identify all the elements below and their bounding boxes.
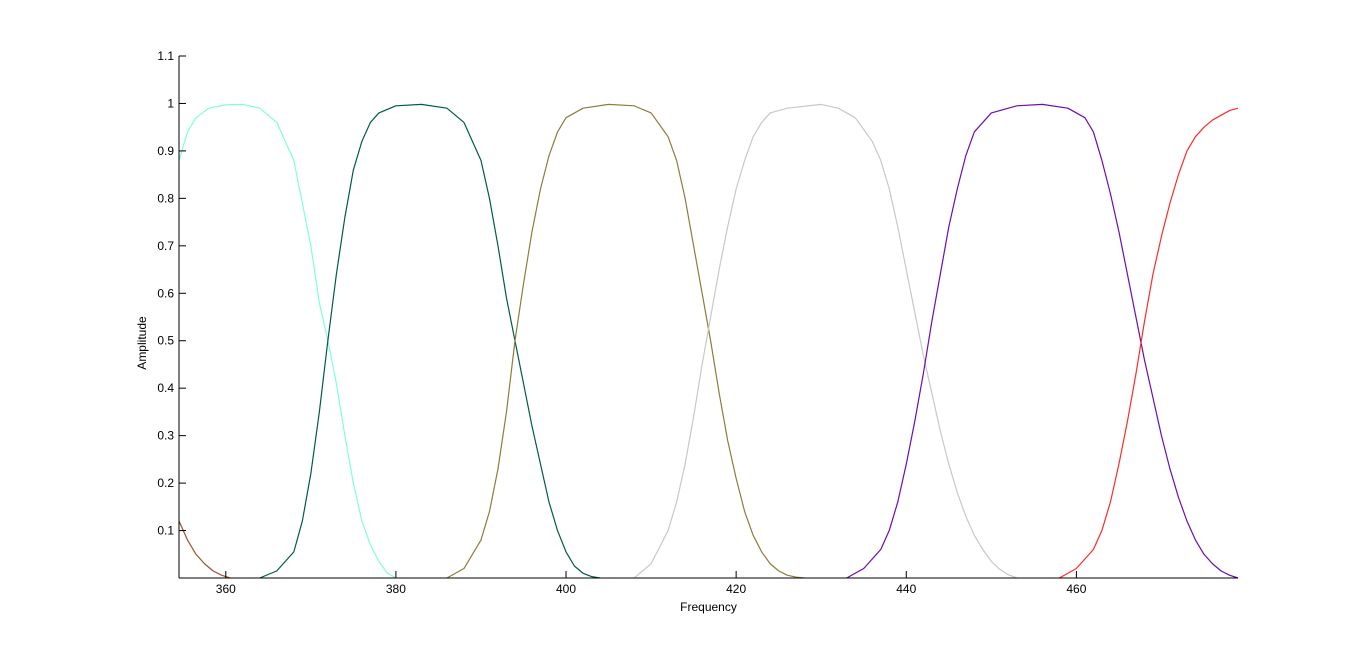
series-line-1 [178,520,231,579]
series-line-2 [178,103,397,579]
y-tick-label: 0.6 [157,286,174,300]
y-tick-label: 0.9 [157,144,174,158]
y-ticks: 0.1 0.2 0.3 0.4 0.5 0.6 0.7 0.8 0.9 1 1.1 [157,49,186,538]
y-tick-label: 1.1 [157,49,174,63]
x-tick-label: 460 [1066,582,1086,596]
y-tick-label: 0.1 [157,524,174,538]
y-tick-label: 0.8 [157,191,174,205]
y-tick-label: 0.4 [157,381,174,395]
series-line-4 [446,103,805,579]
x-ticks: 360 380 400 420 440 460 [216,571,1087,596]
x-axis-label: Frequency [680,600,737,614]
y-tick-label: 0.5 [157,334,174,348]
x-tick-label: 380 [386,582,406,596]
y-tick-label: 1 [167,96,174,110]
plot-series-layer [178,103,1239,579]
x-tick-label: 400 [556,582,576,596]
series-line-5 [633,103,1018,579]
x-tick-label: 440 [896,582,916,596]
y-tick-label: 0.2 [157,476,174,490]
series-line-7 [1059,107,1239,579]
y-tick-label: 0.7 [157,239,174,253]
series-line-3 [259,103,601,579]
series-line-6 [846,103,1239,579]
x-tick-label: 420 [726,582,746,596]
plot-axes [178,56,1238,579]
x-tick-label: 360 [216,582,236,596]
y-axis-label: Amplitude [135,316,149,370]
y-tick-label: 0.3 [157,429,174,443]
